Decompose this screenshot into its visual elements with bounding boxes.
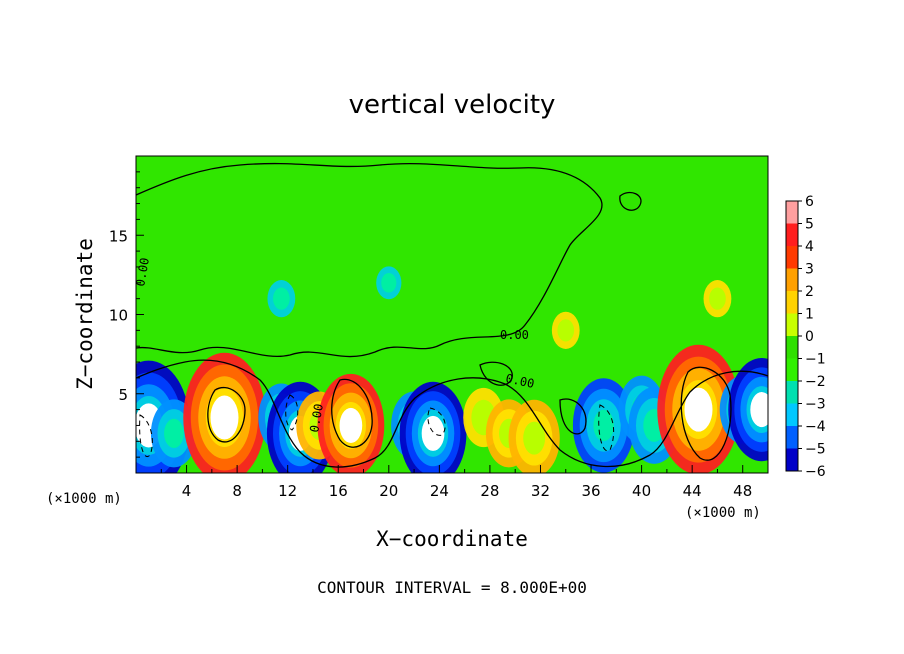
colorbar-tick-label: −6 — [805, 464, 826, 480]
zero-contour-lower — [136, 359, 768, 468]
colorbar-tick-label: 6 — [805, 194, 814, 210]
velocity-cell — [551, 311, 580, 349]
zero-contour-upper — [136, 162, 603, 358]
colorbar-segment — [786, 313, 798, 337]
dashed-contour-4 — [427, 407, 446, 436]
small-contour-3 — [680, 366, 732, 461]
colorbar-tick-label: 4 — [805, 239, 814, 255]
velocity-cell — [399, 381, 467, 473]
velocity-cell-core — [421, 415, 445, 451]
dashed-contour-1 — [139, 414, 153, 458]
velocity-cell-core — [339, 407, 363, 443]
contour-label-2: 0.00 — [500, 328, 529, 342]
contour-lines — [136, 162, 768, 468]
velocity-cell — [703, 280, 732, 318]
dashed-contours — [139, 394, 615, 458]
velocity-cell-band — [381, 272, 397, 293]
colorbar-tick-label: 3 — [805, 262, 814, 278]
x-tick-label: 40 — [632, 482, 651, 500]
colorbar-segment — [786, 448, 798, 472]
x-tick-label: 24 — [430, 482, 449, 500]
colorbar-segment — [786, 336, 798, 359]
small-contour-4 — [619, 191, 642, 211]
colorbar-segment — [786, 246, 798, 269]
velocity-cell — [728, 358, 768, 462]
velocity-cell — [376, 266, 402, 300]
velocity-cell-band — [709, 287, 726, 310]
small-contour-5 — [479, 361, 513, 386]
x-tick-label: 20 — [379, 482, 398, 500]
colorbar-segment — [786, 358, 798, 382]
colorbar-segment — [786, 403, 798, 427]
small-contour-2 — [207, 386, 246, 443]
x-tick-label: 36 — [581, 482, 600, 500]
velocity-cell — [317, 373, 385, 473]
contour-interval-note: CONTOUR INTERVAL = 8.000E+00 — [317, 578, 587, 597]
velocity-cell — [572, 378, 635, 473]
dashed-contour-3 — [285, 394, 299, 431]
x-unit-label-left: (×1000 m) — [46, 491, 122, 507]
colorbar-tick-label: 0 — [805, 329, 814, 345]
y-tick-label: 10 — [109, 307, 128, 325]
velocity-cell-band — [523, 421, 546, 455]
velocity-cell-core — [210, 395, 239, 440]
velocity-cell-band — [593, 409, 614, 442]
contour-label-1: 0.00 — [133, 257, 152, 288]
dashed-contour-2 — [598, 404, 615, 452]
colorbar-segment — [786, 201, 798, 224]
colorbar-tick-label: −3 — [805, 397, 826, 413]
colorbar-tick-label: −2 — [805, 374, 826, 390]
colorbar-tick-label: 1 — [805, 307, 814, 323]
colorbar: 6 5 4 3 2 1 0 −1 −2 −3 −4 −5 −6 — [785, 194, 826, 480]
colorbar-tick-label: 2 — [805, 284, 814, 300]
colorbar-segment — [786, 291, 798, 314]
velocity-cell-band — [164, 418, 184, 448]
chart-title: vertical velocity — [349, 90, 556, 120]
y-tick-label: 5 — [118, 386, 128, 404]
x-tick-label: 4 — [182, 482, 192, 500]
colorbar-tick-label: −1 — [805, 352, 826, 368]
y-axis-label: Z−coordinate — [73, 238, 97, 390]
velocity-cell-band — [557, 319, 575, 342]
velocity-cell — [267, 280, 296, 318]
contour-label-4: 0.00 — [307, 403, 326, 434]
x-tick-label: 32 — [531, 482, 550, 500]
velocity-cell — [183, 352, 266, 473]
y-tick-label: 15 — [109, 227, 128, 245]
colorbar-segment — [786, 268, 798, 292]
plot-area — [136, 156, 768, 473]
colorbar-segment — [786, 223, 798, 247]
x-axis-label: X−coordinate — [376, 527, 528, 551]
x-unit-label-right: (×1000 m) — [685, 505, 761, 521]
colorbar-segment — [786, 426, 798, 449]
x-tick-label: 28 — [480, 482, 499, 500]
colorbar-tick-label: 5 — [805, 217, 814, 233]
colorbar-segment — [786, 381, 798, 404]
x-tick-label: 44 — [683, 482, 702, 500]
velocity-cell-core — [684, 387, 713, 432]
colorbar-tick-label: −5 — [805, 442, 826, 458]
colorbar-tick-label: −4 — [805, 419, 826, 435]
y-axis: 5 10 15 — [109, 171, 144, 458]
x-tick-label: 12 — [278, 482, 297, 500]
velocity-field — [136, 266, 768, 473]
small-contour-6 — [559, 398, 587, 435]
small-contour-1 — [331, 378, 373, 448]
velocity-cell — [508, 399, 560, 473]
velocity-cell — [657, 344, 740, 473]
x-axis: 4 8 12 16 20 24 28 32 36 40 44 48 — [160, 465, 752, 500]
velocity-cell-band — [273, 287, 290, 310]
x-tick-label: 8 — [232, 482, 242, 500]
x-tick-label: 16 — [329, 482, 348, 500]
velocity-cell-core — [750, 392, 768, 428]
contour-label-3: 0.00 — [504, 371, 535, 391]
x-tick-label: 48 — [733, 482, 752, 500]
